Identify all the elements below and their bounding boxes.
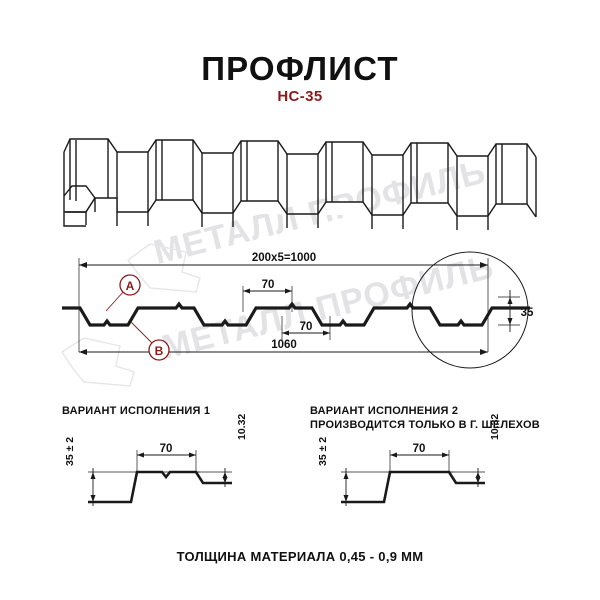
dimension-height — [507, 290, 513, 332]
section-extension-lines — [78, 258, 520, 352]
variant-1-dimension-lines — [90, 452, 228, 506]
variant-2-top-width-label: 70 — [413, 443, 426, 455]
marker-b-label: B — [155, 344, 164, 358]
dimension-pitch-total-label: 200x5=1000 — [252, 252, 316, 264]
variant-1-profile — [88, 470, 232, 504]
variant-2-height-label-wrap: 35 ± 2 — [317, 437, 329, 466]
variant-1-height-label-wrap: 35 ± 2 — [64, 437, 76, 466]
detail-magnifier-circle — [411, 251, 529, 369]
variant-2-height-label: 35 ± 2 — [317, 436, 329, 466]
dimension-height-label: 35 — [521, 307, 534, 319]
dimension-valley-width-label: 70 — [300, 321, 313, 333]
variant-1-top-width-label: 70 — [160, 443, 173, 455]
variant-2-profile — [341, 470, 485, 504]
dimension-valley-width — [282, 330, 330, 336]
variant-2-heading-line-2: ПРОИЗВОДИТСЯ ТОЛЬКО В Г. ШЕЛЕХОВ — [310, 419, 540, 431]
profile-polyline — [62, 301, 530, 327]
dimension-crest-width — [243, 288, 292, 294]
variant-1-height-label: 35 ± 2 — [64, 436, 76, 466]
variant-2-heading: ВАРИАНТ ИСПОЛНЕНИЯ 2 ПРОИЗВОДИТСЯ ТОЛЬКО… — [310, 404, 540, 432]
variant-2-flange-label: 10.32 — [489, 413, 501, 440]
dimension-overall-width-label: 1060 — [271, 339, 297, 351]
variant-2-extension-lines — [341, 450, 485, 503]
page-subtitle: НС-35 — [277, 88, 323, 105]
iso-corrugation-group — [63, 138, 537, 230]
page-title: ПРОФЛИСТ — [201, 50, 399, 87]
variant-2-dimension-lines — [343, 452, 481, 506]
variant-1-heading: ВАРИАНТ ИСПОЛНЕНИЯ 1 — [62, 404, 210, 418]
dimension-crest-width-label: 70 — [262, 279, 275, 291]
variant-1-flange-label: 10.32 — [236, 413, 248, 440]
variant-1-heading-line-1: ВАРИАНТ ИСПОЛНЕНИЯ 1 — [62, 405, 211, 417]
variant-2-heading-line-1: ВАРИАНТ ИСПОЛНЕНИЯ 2 — [310, 405, 459, 417]
marker-b: B — [130, 321, 170, 361]
material-thickness-note: ТОЛЩИНА МАТЕРИАЛА 0,45 - 0,9 ММ — [176, 549, 424, 564]
variant-2-flange-label-wrap: 10.32 — [489, 414, 501, 440]
variant-1-flange-label-wrap: 10.32 — [236, 414, 248, 440]
